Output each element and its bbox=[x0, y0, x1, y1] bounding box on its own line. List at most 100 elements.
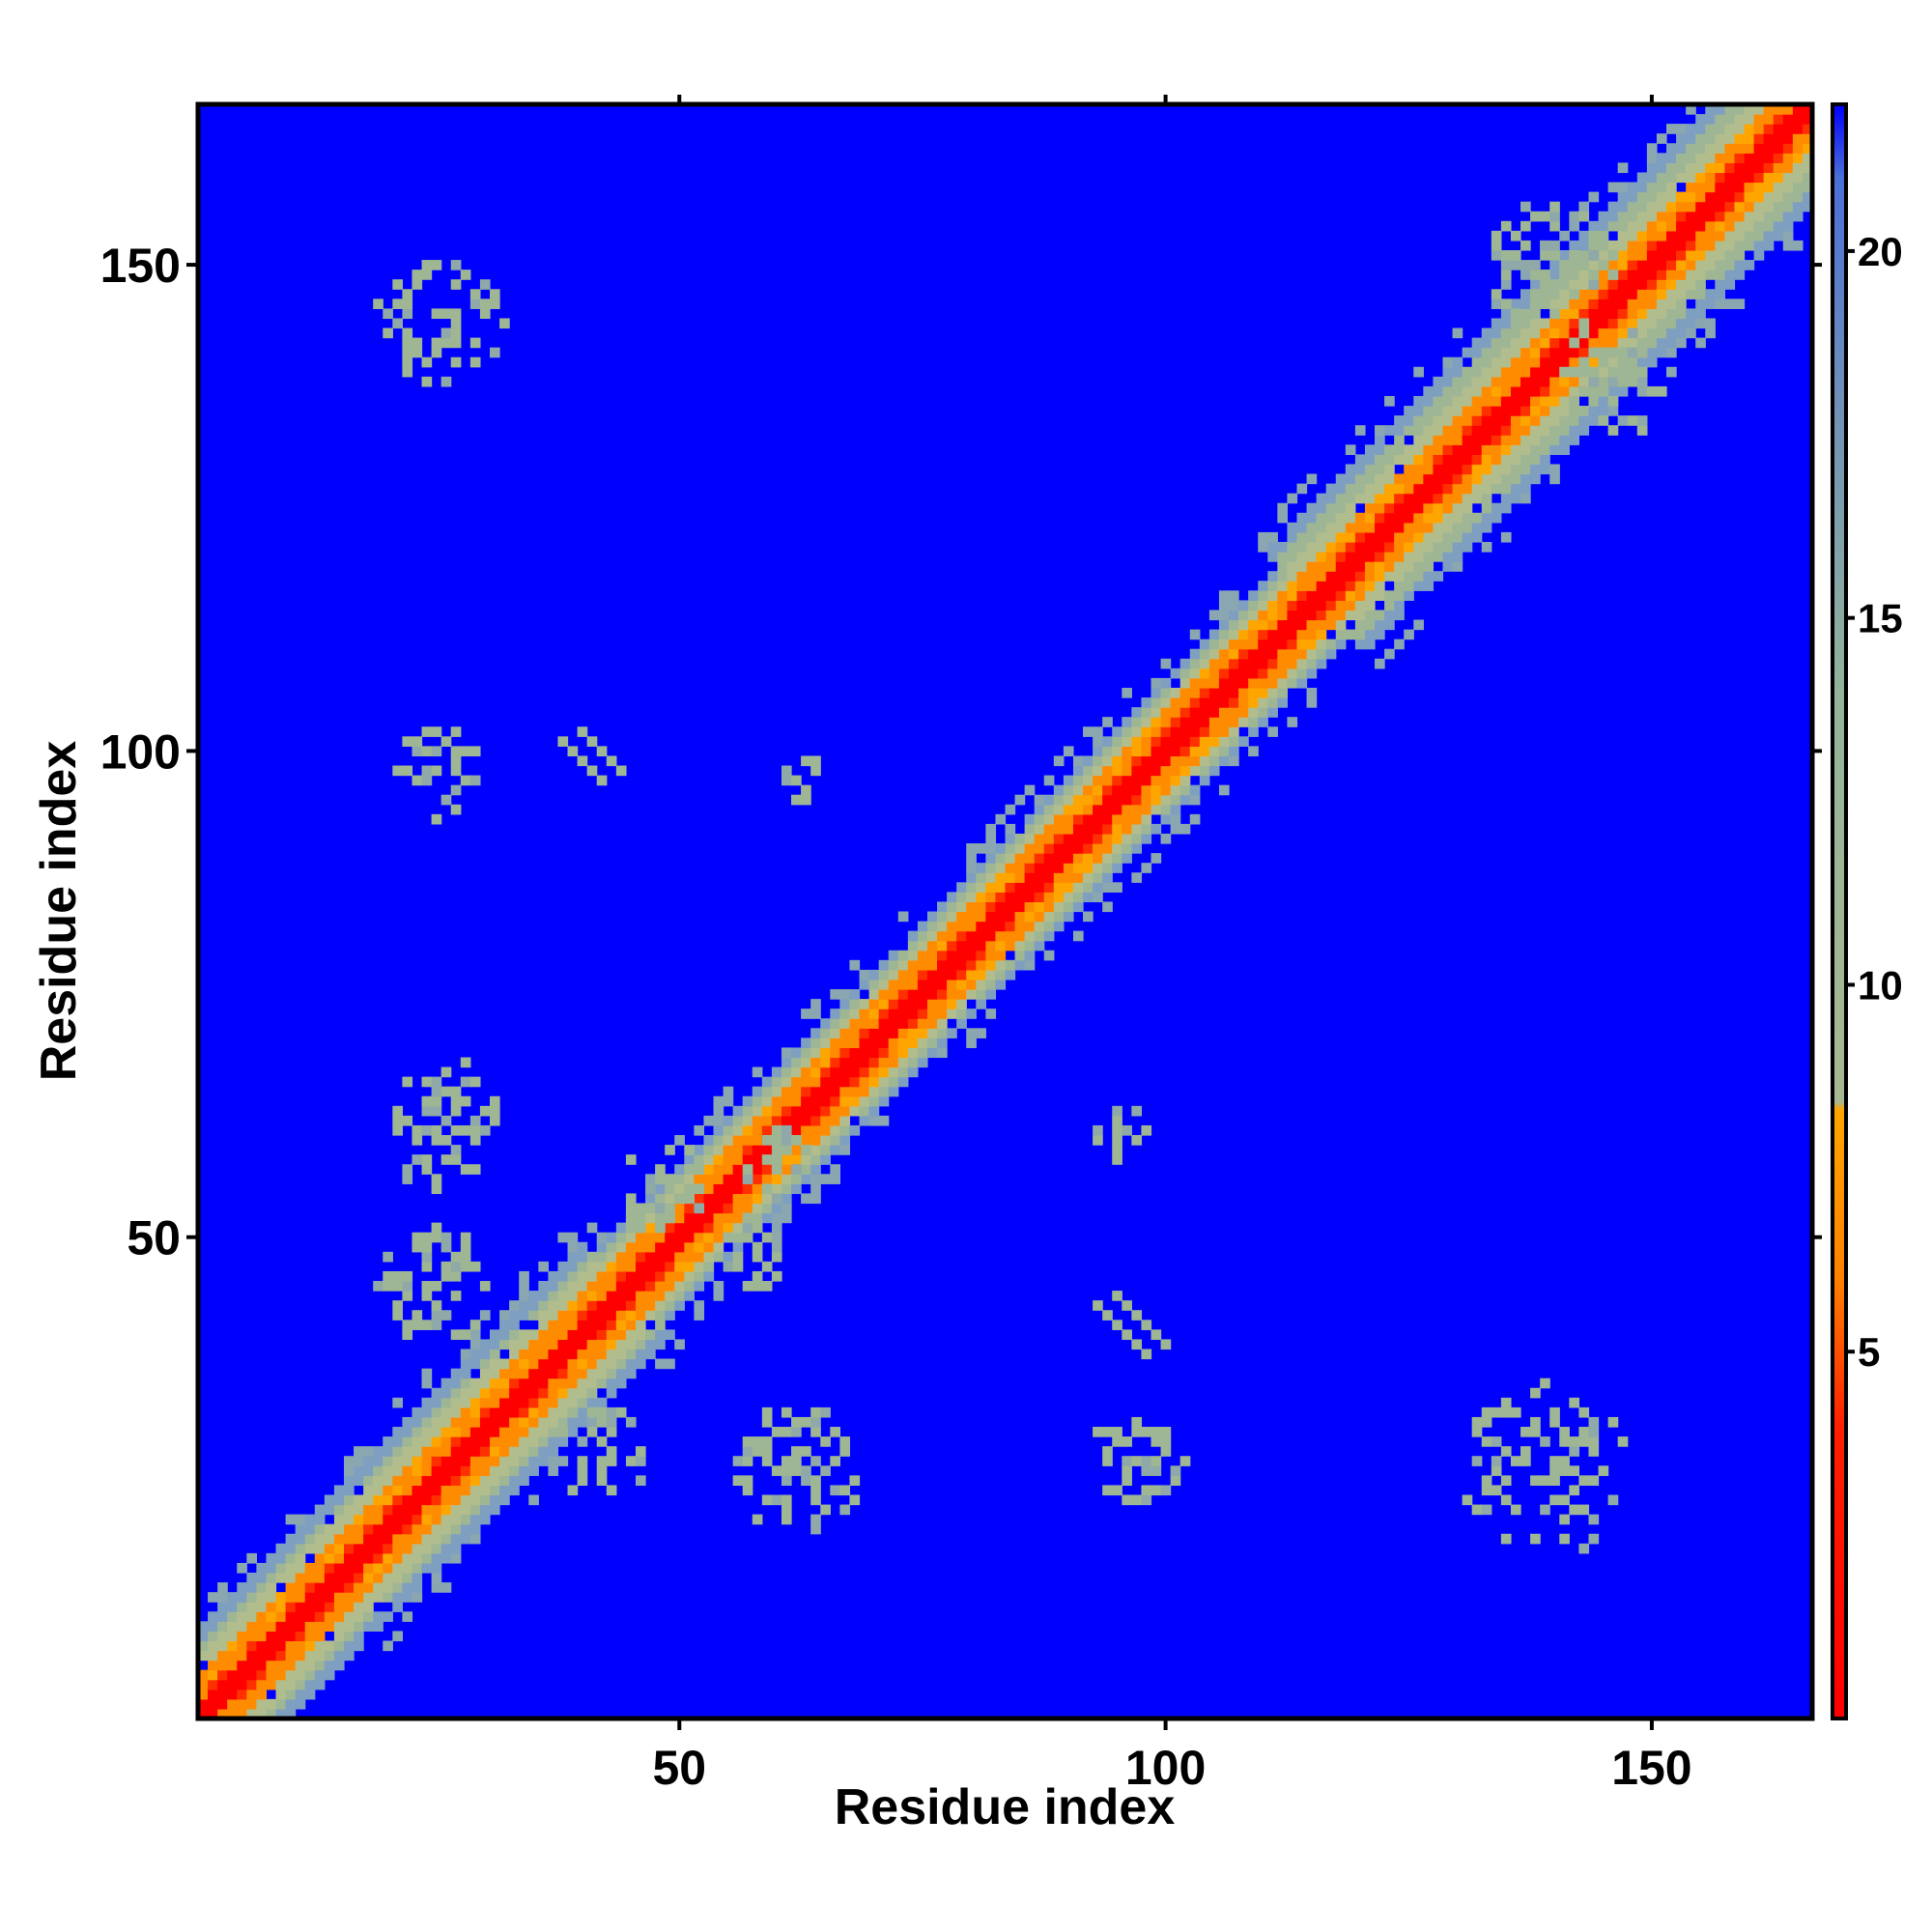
diagonal-cell bbox=[1724, 249, 1736, 261]
diagonal-cell bbox=[1607, 279, 1619, 290]
diagonal-cell bbox=[1753, 230, 1765, 242]
diagonal-cell bbox=[1666, 298, 1677, 309]
diagonal-cell bbox=[460, 1358, 471, 1370]
diagonal-cell bbox=[694, 1193, 705, 1205]
diagonal-cell bbox=[1072, 794, 1084, 806]
diagonal-cell bbox=[354, 1456, 364, 1466]
diagonal-cell bbox=[1267, 531, 1278, 543]
diagonal-cell bbox=[383, 1465, 393, 1476]
diagonal-cell bbox=[1160, 804, 1172, 815]
diagonal-cell bbox=[1296, 512, 1308, 524]
diagonal-cell bbox=[1617, 356, 1629, 368]
diagonal-cell bbox=[703, 1212, 715, 1224]
diagonal-cell bbox=[1656, 308, 1667, 320]
diagonal-cell bbox=[1452, 493, 1463, 504]
diagonal-cell bbox=[295, 1650, 306, 1662]
diagonal-cell bbox=[1053, 794, 1065, 806]
diagonal-cell bbox=[586, 1261, 598, 1272]
diagonal-cell bbox=[354, 1543, 364, 1554]
contact-cell bbox=[421, 1105, 433, 1117]
diagonal-cell bbox=[606, 1378, 617, 1389]
diagonal-cell bbox=[645, 1232, 656, 1243]
diagonal-cell bbox=[791, 1076, 802, 1088]
diagonal-cell bbox=[373, 1552, 384, 1564]
diagonal-cell bbox=[1248, 590, 1259, 601]
diagonal-cell bbox=[1267, 619, 1278, 631]
diagonal-cell bbox=[1277, 541, 1289, 553]
diagonal-cell bbox=[1471, 483, 1483, 495]
diagonal-cell bbox=[703, 1183, 715, 1195]
diagonal-cell bbox=[354, 1465, 364, 1476]
contact-cell bbox=[1578, 327, 1590, 339]
diagonal-cell bbox=[1413, 512, 1424, 524]
contact-cell bbox=[810, 1485, 821, 1496]
diagonal-cell bbox=[849, 959, 861, 971]
diagonal-cell bbox=[1287, 493, 1298, 504]
diagonal-cell bbox=[1258, 717, 1268, 727]
diagonal-cell bbox=[538, 1397, 549, 1408]
diagonal-cell bbox=[1578, 406, 1590, 416]
contact-cell bbox=[412, 1124, 423, 1136]
diagonal-cell bbox=[1666, 172, 1677, 184]
diagonal-cell bbox=[868, 1076, 880, 1088]
diagonal-cell bbox=[995, 930, 1007, 942]
contact-cell bbox=[791, 775, 802, 786]
diagonal-cell bbox=[1024, 940, 1036, 952]
diagonal-cell bbox=[995, 959, 1007, 971]
diagonal-cell bbox=[528, 1427, 539, 1437]
diagonal-cell bbox=[830, 1135, 840, 1146]
diagonal-cell bbox=[684, 1270, 695, 1282]
diagonal-cell bbox=[1462, 444, 1473, 455]
diagonal-cell bbox=[888, 999, 899, 1009]
diagonal-cell bbox=[363, 1446, 374, 1457]
diagonal-cell bbox=[304, 1660, 316, 1671]
contact-cell bbox=[460, 775, 471, 786]
diagonal-cell bbox=[1802, 172, 1812, 184]
diagonal-cell bbox=[1277, 610, 1289, 621]
diagonal-cell bbox=[1481, 395, 1492, 407]
diagonal-cell bbox=[1763, 220, 1775, 232]
diagonal-cell bbox=[976, 959, 986, 971]
diagonal-cell bbox=[489, 1446, 500, 1457]
diagonal-cell bbox=[1588, 298, 1600, 309]
diagonal-cell bbox=[1753, 104, 1765, 115]
diagonal-cell bbox=[926, 989, 938, 1000]
diagonal-cell bbox=[285, 1533, 297, 1545]
diagonal-cell bbox=[577, 1329, 588, 1341]
diagonal-cell bbox=[665, 1261, 675, 1272]
contact-cell bbox=[791, 1465, 802, 1476]
diagonal-cell bbox=[801, 1009, 811, 1019]
diagonal-cell bbox=[1744, 182, 1755, 193]
diagonal-cell bbox=[645, 1300, 656, 1311]
diagonal-cell bbox=[625, 1251, 637, 1263]
contact-cell bbox=[1500, 1406, 1512, 1418]
diagonal-cell bbox=[1160, 726, 1172, 737]
diagonal-cell bbox=[275, 1543, 287, 1554]
contact-cell bbox=[412, 1232, 423, 1243]
contact-cell bbox=[635, 1475, 646, 1487]
diagonal-cell bbox=[469, 1406, 481, 1418]
contact-cell bbox=[606, 1446, 617, 1457]
diagonal-cell bbox=[1452, 435, 1463, 445]
diagonal-cell bbox=[674, 1291, 685, 1301]
diagonal-cell bbox=[1404, 590, 1414, 601]
diagonal-cell bbox=[878, 1057, 890, 1068]
diagonal-cell bbox=[1306, 522, 1318, 533]
diagonal-cell bbox=[1773, 172, 1784, 184]
diagonal-cell bbox=[839, 1047, 851, 1059]
diagonal-cell bbox=[237, 1592, 247, 1603]
diagonal-cell bbox=[947, 959, 957, 971]
diagonal-cell bbox=[985, 921, 997, 932]
diagonal-cell bbox=[1413, 531, 1424, 543]
diagonal-cell bbox=[1423, 541, 1435, 553]
contact-cell bbox=[392, 1105, 403, 1117]
diagonal-cell bbox=[1715, 172, 1726, 184]
diagonal-cell bbox=[412, 1533, 423, 1545]
diagonal-cell bbox=[1014, 930, 1026, 942]
diagonal-cell bbox=[1179, 726, 1191, 737]
contact-cell bbox=[440, 736, 452, 747]
diagonal-cell bbox=[333, 1650, 345, 1662]
diagonal-cell bbox=[256, 1582, 268, 1593]
contact-cell bbox=[412, 1135, 423, 1146]
diagonal-cell bbox=[1734, 182, 1746, 193]
